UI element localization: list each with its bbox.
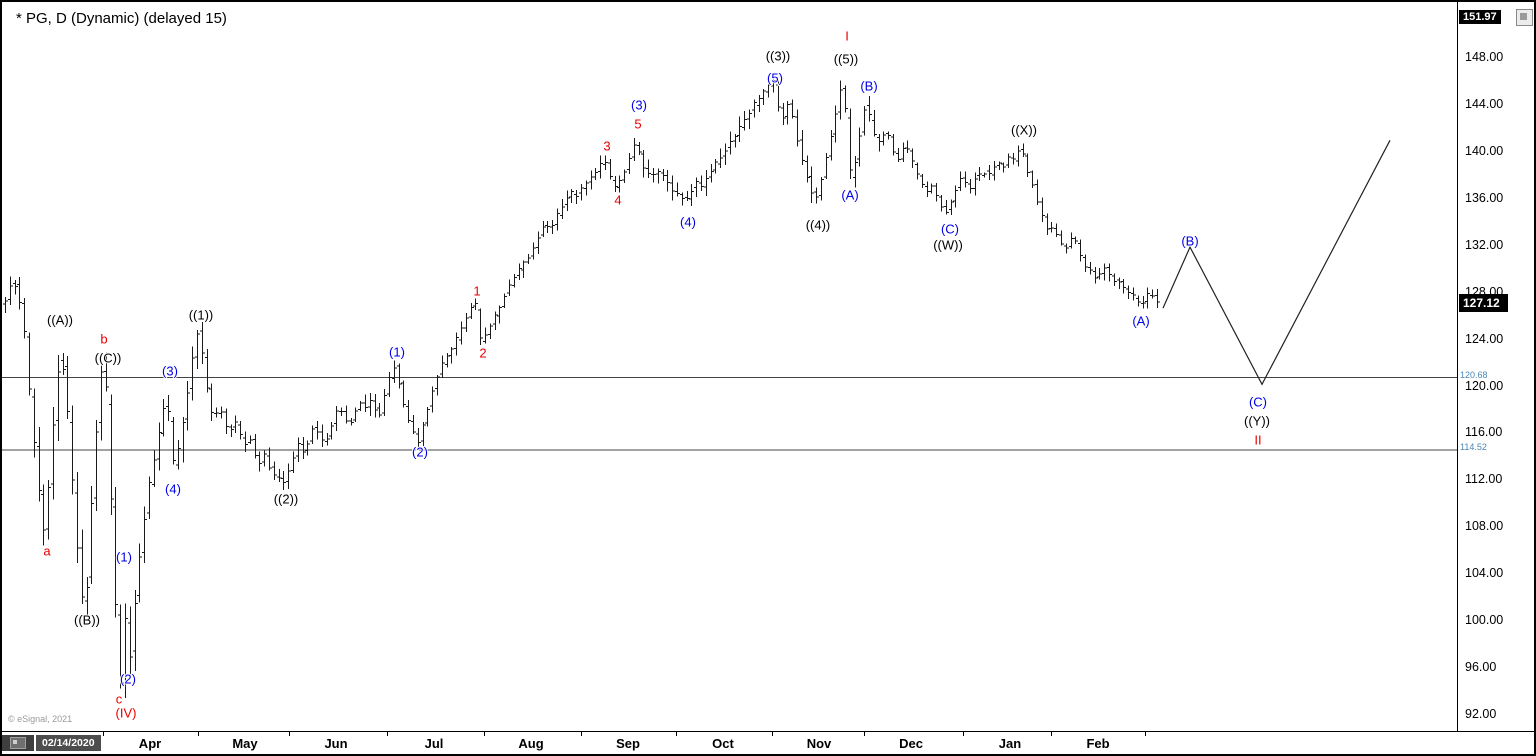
wave-label[interactable]: ((4)) <box>805 217 832 234</box>
wave-label[interactable]: (2) <box>119 671 137 688</box>
x-axis-month-label: Nov <box>806 736 832 751</box>
wave-label[interactable]: (B) <box>859 78 878 95</box>
wave-label[interactable]: a <box>42 543 52 560</box>
wave-label[interactable]: c <box>115 691 124 708</box>
month-tick <box>1145 732 1146 736</box>
wave-label[interactable]: (3) <box>630 97 648 114</box>
level-price-label: 114.52 <box>1460 441 1487 452</box>
month-tick <box>963 732 964 736</box>
wave-label[interactable]: ((1)) <box>188 307 215 324</box>
y-axis-tick-label: 120.00 <box>1465 378 1504 393</box>
forecast-path[interactable] <box>1162 140 1391 386</box>
month-tick <box>581 732 582 736</box>
wave-label[interactable]: ((C)) <box>94 350 123 367</box>
wave-label[interactable]: 3 <box>602 138 611 155</box>
wave-label[interactable]: ((5)) <box>833 51 860 68</box>
wave-label[interactable]: (B) <box>1180 233 1199 250</box>
wave-label[interactable]: I <box>844 28 850 45</box>
month-tick <box>289 732 290 736</box>
wave-label[interactable]: (1) <box>388 344 406 361</box>
wave-label[interactable]: ((X)) <box>1010 122 1038 139</box>
last-price-badge: 127.12 <box>1459 293 1508 312</box>
chart-start-date-badge[interactable]: 02/14/2020 <box>36 735 101 751</box>
month-tick <box>864 732 865 736</box>
wave-label[interactable]: 4 <box>613 192 622 209</box>
wave-label[interactable]: (4) <box>679 214 697 231</box>
y-axis-tick-label: 104.00 <box>1465 566 1504 581</box>
y-axis-tick-label: 128.00 <box>1465 284 1504 299</box>
wave-label[interactable]: ((A)) <box>46 312 74 329</box>
x-axis-month-label: Feb <box>1086 736 1110 751</box>
x-axis-month-label: Dec <box>899 736 923 751</box>
x-axis-month-label: May <box>232 736 258 751</box>
ohlc-bars <box>3 76 1160 699</box>
high-price-badge: 151.97 <box>1459 10 1501 24</box>
month-tick <box>103 732 104 736</box>
wave-label[interactable]: ((3)) <box>765 48 792 65</box>
wave-label[interactable]: ((B)) <box>73 612 101 629</box>
copyright-notice: © eSignal, 2021 <box>8 714 73 724</box>
y-axis-tick-label: 124.00 <box>1465 331 1504 346</box>
wave-label[interactable]: (4) <box>164 481 182 498</box>
x-axis-month-label: Oct <box>712 736 734 751</box>
level-price-label: 120.68 <box>1460 369 1488 380</box>
x-axis-month-label: Aug <box>518 736 544 751</box>
interval-chip[interactable] <box>2 735 34 751</box>
y-axis-tick-label: 148.00 <box>1465 50 1504 65</box>
wave-label[interactable]: 2 <box>478 345 487 362</box>
y-axis-tick-label: 116.00 <box>1465 425 1503 440</box>
y-axis-tick-label: 112.00 <box>1465 472 1503 487</box>
chart-title: * PG, D (Dynamic) (delayed 15) <box>16 10 227 27</box>
time-axis[interactable]: 02/14/2020 Apr May Jun Jul Aug Sep Oct Nov Dec Ja… <box>0 731 1536 756</box>
chart-menu-icon[interactable] <box>1516 9 1533 26</box>
x-axis-month-label: Apr <box>138 736 162 751</box>
wave-label[interactable]: (2) <box>411 444 429 461</box>
x-axis-month-label: Sep <box>616 736 640 751</box>
wave-label[interactable]: (C) <box>1248 394 1268 411</box>
y-axis-tick-label: 92.00 <box>1465 706 1497 721</box>
wave-label[interactable]: ((W)) <box>932 237 964 254</box>
month-tick <box>198 732 199 736</box>
wave-label[interactable]: (1) <box>115 549 133 566</box>
wave-label[interactable]: b <box>99 331 108 348</box>
y-axis-tick-label: 108.00 <box>1465 519 1504 534</box>
wave-label[interactable]: 5 <box>633 116 642 133</box>
price-axis[interactable]: 151.97 127.12 148.00 144.00 140.00 136.00 13… <box>1457 0 1536 731</box>
wave-label[interactable]: (5) <box>766 70 784 87</box>
chart-canvas[interactable]: ((A)) b ((C)) a ((B)) (1) (2) c(IV) (3) (4) ((1)) (… <box>0 0 1457 731</box>
wave-label[interactable]: (C) <box>940 221 960 238</box>
month-tick <box>1051 732 1052 736</box>
wave-label[interactable]: (3) <box>161 363 179 380</box>
chart-icon <box>10 737 26 749</box>
chart-plot-area[interactable]: ((A)) b ((C)) a ((B)) (1) (2) c (IV) (3) (4) ((1)) (… <box>0 0 1457 731</box>
month-tick <box>676 732 677 736</box>
x-axis-month-label: Jan <box>998 736 1022 751</box>
wave-label[interactable]: II <box>1253 432 1262 449</box>
month-tick <box>772 732 773 736</box>
wave-label[interactable]: ((2)) <box>273 491 300 508</box>
y-axis-tick-label: 144.00 <box>1465 96 1504 111</box>
y-axis-tick-label: 132.00 <box>1465 237 1504 252</box>
y-axis-tick-label: 100.00 <box>1465 613 1504 628</box>
wave-label[interactable]: ((Y)) <box>1243 413 1271 430</box>
y-axis-tick-label: 140.00 <box>1465 143 1504 158</box>
x-axis-month-label: Jul <box>424 736 444 751</box>
wave-label[interactable]: 1 <box>472 283 481 300</box>
wave-label[interactable]: (A) <box>1131 313 1150 330</box>
wave-label[interactable]: (IV) <box>115 705 138 722</box>
y-axis-tick-label: 136.00 <box>1465 190 1504 205</box>
wave-label[interactable]: (A) <box>840 187 859 204</box>
month-tick <box>484 732 485 736</box>
month-tick <box>387 732 388 736</box>
x-axis-month-label: Jun <box>324 736 348 751</box>
y-axis-tick-label: 96.00 <box>1465 660 1497 675</box>
